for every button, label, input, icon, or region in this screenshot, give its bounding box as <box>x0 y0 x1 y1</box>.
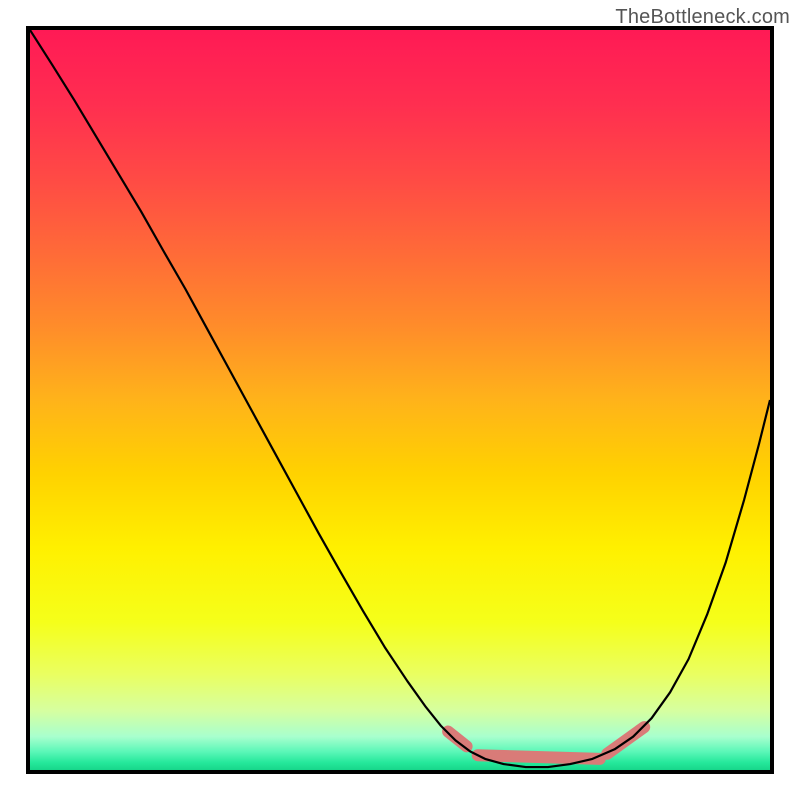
plot-background-gradient <box>30 30 770 770</box>
tolerance-band-segment <box>478 755 600 759</box>
bottleneck-chart-svg <box>0 0 800 800</box>
watermark-text: TheBottleneck.com <box>615 6 790 29</box>
chart-stage: TheBottleneck.com <box>0 0 800 800</box>
